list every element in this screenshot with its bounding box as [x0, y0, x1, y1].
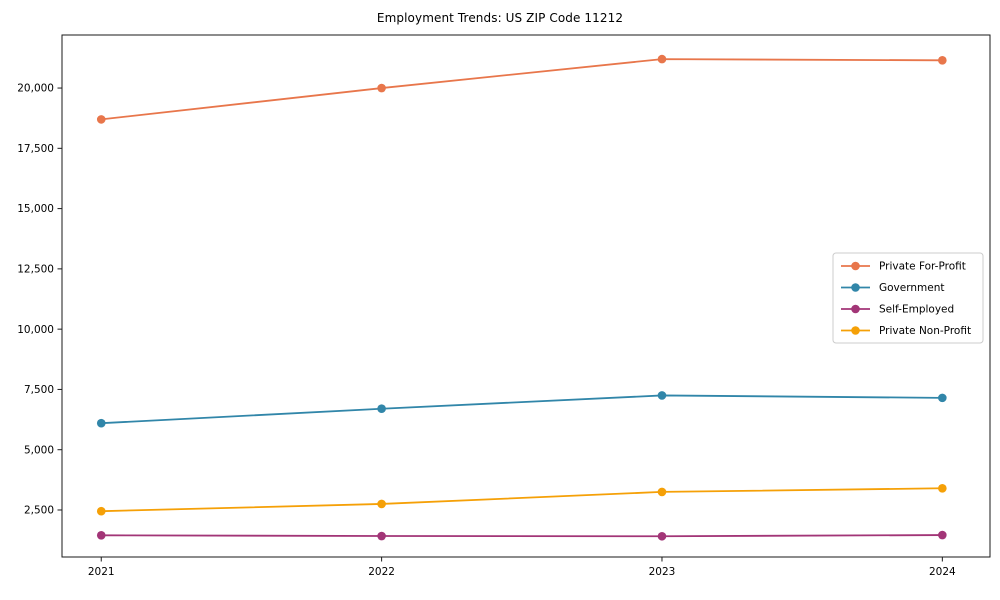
- data-point-marker-private-for-profit: [938, 56, 947, 65]
- data-point-marker-self-employed: [377, 531, 386, 541]
- legend-label-private-non-profit: Private Non-Profit: [879, 325, 971, 337]
- x-axis-tick-label: 2023: [649, 566, 676, 578]
- data-point-marker-government: [96, 418, 106, 428]
- y-axis-tick-label: 10,000: [17, 324, 54, 336]
- data-point-marker-private-non-profit: [377, 499, 386, 509]
- x-axis-tick-label: 2024: [929, 566, 956, 578]
- y-axis-tick-label: 5,000: [24, 444, 54, 456]
- data-point-marker-self-employed: [657, 531, 667, 541]
- y-axis-tick-label: 7,500: [24, 384, 54, 396]
- y-axis-tick-label: 2,500: [24, 505, 54, 517]
- data-point-marker-government: [938, 393, 947, 403]
- legend-box: [832, 252, 984, 344]
- series-line-private-for-profit: [100, 58, 944, 121]
- x-axis-tick-label: 2022: [368, 566, 395, 578]
- y-axis-tick-label: 17,500: [17, 143, 54, 155]
- data-point-marker-self-employed: [938, 530, 947, 540]
- legend-marker-self-employed: [851, 304, 860, 314]
- data-point-marker-private-non-profit: [938, 483, 947, 493]
- x-axis-tick-label: 2021: [88, 566, 115, 578]
- series-line-private-non-profit: [100, 487, 944, 513]
- legend-marker-government: [851, 283, 860, 292]
- legend-marker-private-for-profit: [851, 261, 860, 271]
- legend-label-government: Government: [879, 282, 944, 294]
- data-point-marker-private-non-profit: [96, 506, 106, 516]
- data-point-marker-private-for-profit: [657, 54, 667, 64]
- data-point-marker-private-for-profit: [96, 115, 106, 124]
- data-point-marker-private-non-profit: [657, 487, 667, 497]
- data-point-marker-government: [377, 404, 386, 414]
- data-point-marker-government: [657, 391, 667, 400]
- data-point-marker-private-for-profit: [377, 83, 386, 93]
- plot-border: [61, 34, 991, 558]
- y-axis-tick-label: 15,000: [17, 203, 54, 215]
- y-axis-tick-label: 20,000: [17, 83, 54, 95]
- series-line-government: [100, 394, 944, 425]
- chart-title: Employment Trends: US ZIP Code 11212: [376, 11, 624, 25]
- legend-label-private-for-profit: Private For-Profit: [879, 261, 966, 273]
- series-line-self-employed: [100, 534, 944, 538]
- y-axis-tick-label: 12,500: [17, 263, 54, 275]
- legend-label-self-employed: Self-Employed: [879, 304, 954, 316]
- legend-marker-private-non-profit: [851, 326, 860, 335]
- data-point-marker-self-employed: [96, 531, 106, 540]
